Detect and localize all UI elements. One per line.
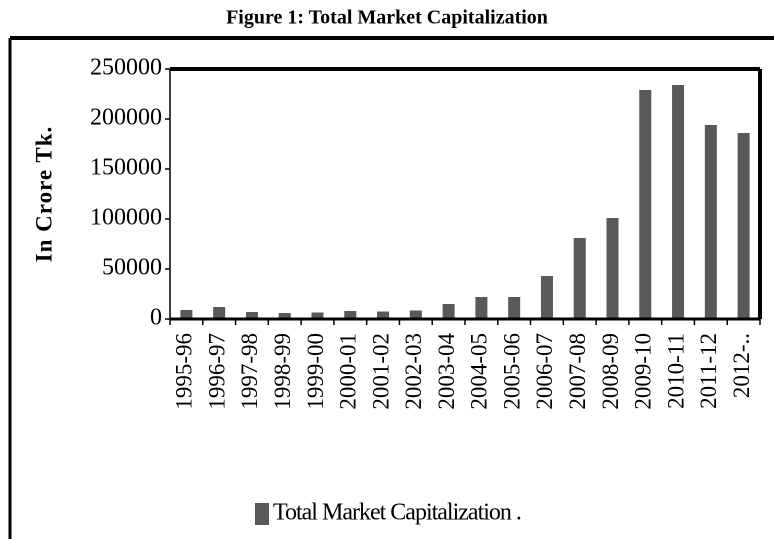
bar bbox=[606, 218, 619, 319]
bar bbox=[540, 276, 553, 319]
legend-swatch bbox=[255, 503, 269, 525]
x-tick-label: 1997-98 bbox=[237, 333, 262, 410]
chart-title: Figure 1: Total Market Capitalization bbox=[226, 7, 548, 29]
y-tick-label: 0 bbox=[150, 305, 162, 331]
x-tick-label: 2010-11 bbox=[663, 333, 688, 409]
x-tick-label: 2005-06 bbox=[499, 333, 524, 410]
x-tick-label: 2006-07 bbox=[532, 333, 557, 410]
bar bbox=[409, 310, 422, 319]
x-tick-label: 2004-05 bbox=[467, 333, 492, 410]
bar bbox=[344, 311, 357, 319]
x-tick-label: 2009-10 bbox=[631, 333, 656, 410]
bar bbox=[180, 310, 193, 319]
x-tick-label: 2002-03 bbox=[401, 333, 426, 410]
y-tick-label: 100000 bbox=[90, 205, 162, 231]
bar bbox=[442, 304, 455, 319]
bar bbox=[311, 312, 324, 319]
bar bbox=[573, 238, 586, 319]
x-tick-label: 2007-08 bbox=[565, 333, 590, 410]
y-tick-label: 250000 bbox=[90, 55, 162, 81]
x-tick-label: 2011-12 bbox=[696, 333, 721, 409]
x-tick-label: 2001-02 bbox=[368, 333, 393, 410]
bar bbox=[508, 297, 521, 319]
bar bbox=[672, 85, 685, 319]
y-tick-label: 200000 bbox=[90, 105, 162, 131]
x-tick-label: 1998-99 bbox=[270, 333, 295, 410]
x-tick-label: 1996-97 bbox=[204, 333, 229, 410]
y-axis-title: In Crore Tk. bbox=[31, 126, 56, 263]
x-tick-label: 1999-00 bbox=[303, 333, 328, 410]
bar bbox=[377, 311, 390, 319]
bar bbox=[278, 313, 291, 319]
bar bbox=[213, 307, 226, 319]
bar bbox=[639, 90, 652, 319]
x-tick-label: 2008-09 bbox=[598, 333, 623, 410]
x-tick-label: 1995-96 bbox=[172, 333, 197, 410]
bar bbox=[475, 297, 488, 319]
bar bbox=[245, 312, 258, 319]
bar bbox=[704, 125, 717, 319]
bar bbox=[737, 133, 750, 319]
legend-label: Total Market Capitalization . bbox=[273, 500, 521, 526]
x-tick-label: 2012-.. bbox=[729, 333, 754, 398]
y-tick-label: 150000 bbox=[90, 155, 162, 181]
y-tick-label: 50000 bbox=[102, 255, 162, 281]
x-tick-label: 2003-04 bbox=[434, 333, 459, 410]
x-tick-label: 2000-01 bbox=[336, 333, 361, 410]
